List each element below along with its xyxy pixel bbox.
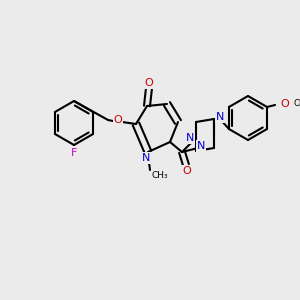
Text: N: N	[142, 153, 150, 163]
Text: N: N	[197, 141, 205, 151]
Text: N: N	[216, 112, 224, 122]
Text: O: O	[114, 115, 122, 125]
Text: CH₃: CH₃	[293, 100, 300, 109]
Text: F: F	[71, 148, 77, 158]
Text: O: O	[281, 99, 290, 109]
Text: N: N	[186, 133, 194, 143]
Text: O: O	[145, 78, 153, 88]
Text: CH₃: CH₃	[152, 170, 169, 179]
Text: O: O	[183, 166, 191, 176]
